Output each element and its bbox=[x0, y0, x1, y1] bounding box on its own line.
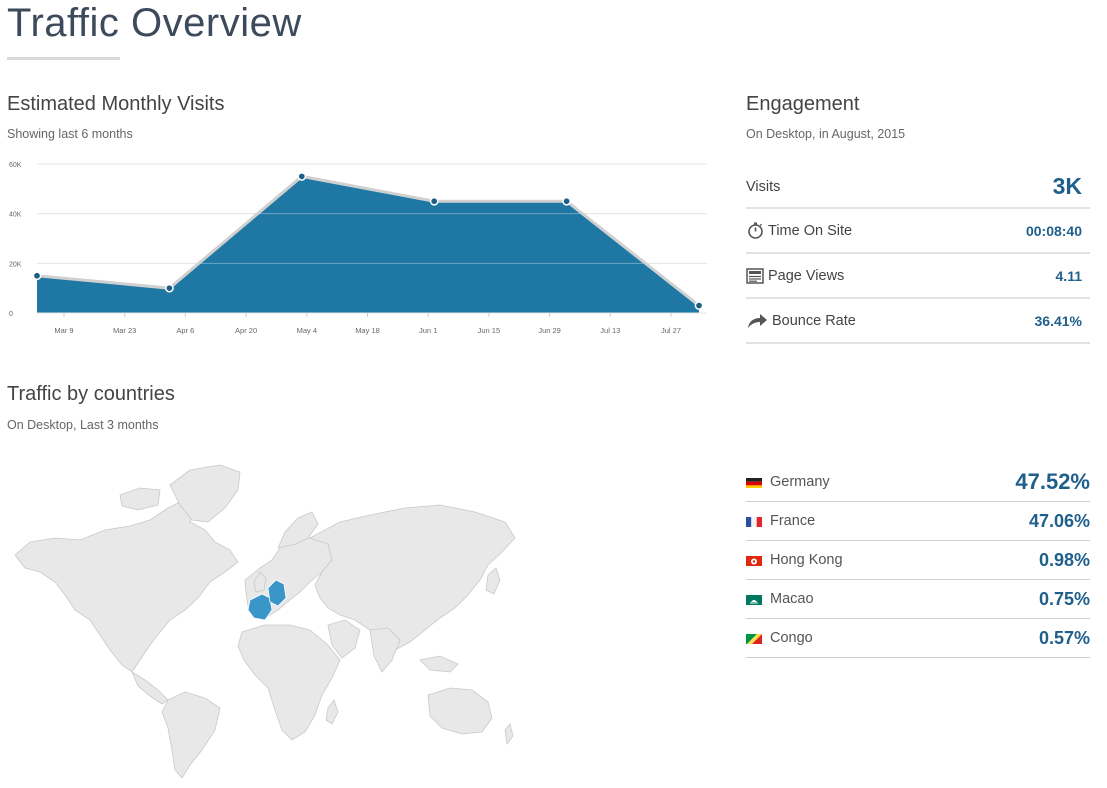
bounce-rate-value: 36.41% bbox=[1034, 312, 1082, 329]
north-america-landmass bbox=[14, 501, 239, 673]
visits-label: Visits bbox=[746, 178, 781, 195]
data-point bbox=[429, 196, 439, 206]
visits-line bbox=[36, 174, 700, 307]
visits-section-title: Estimated Monthly Visits bbox=[7, 93, 225, 115]
germany-flag bbox=[746, 477, 762, 488]
central-america-landmass bbox=[131, 670, 169, 705]
australia-landmass bbox=[427, 687, 493, 735]
engagement-row-visits: Visits 3K bbox=[746, 166, 1090, 209]
country-row-hong-kong: Hong Kong 0.98% bbox=[746, 541, 1090, 580]
monthly-visits-chart: 0 20K 40K 60K Mar 9 Mar 23 Apr 6 Apr 20 May 4 May… bbox=[9, 162, 707, 335]
y-tick-label: 60K bbox=[9, 162, 22, 169]
country-name-germany: Germany bbox=[770, 474, 830, 490]
x-tick-label: Jul 27 bbox=[661, 326, 681, 335]
visits-value: 3K bbox=[1052, 173, 1082, 199]
bounce-rate-label: Bounce Rate bbox=[772, 312, 856, 329]
arabia-landmass bbox=[327, 619, 361, 659]
france-highlight bbox=[247, 593, 273, 621]
x-tick-label: Apr 20 bbox=[235, 326, 257, 335]
x-tick-label: May 18 bbox=[355, 326, 380, 335]
country-value-france: 47.06% bbox=[1028, 510, 1090, 531]
country-row-france: France 47.06% bbox=[746, 502, 1090, 541]
country-name-france: France bbox=[770, 513, 816, 529]
page-views-label: Page Views bbox=[768, 267, 845, 284]
time-on-site-value: 00:08:40 bbox=[1025, 222, 1082, 239]
country-value-germany: 47.52% bbox=[1015, 469, 1090, 494]
visits-section-subtitle: Showing last 6 months bbox=[7, 127, 133, 141]
engagement-row-time-on-site: Time On Site 00:08:40 bbox=[746, 209, 1090, 254]
title-underline bbox=[7, 57, 120, 60]
madagascar-landmass bbox=[325, 699, 339, 725]
data-point bbox=[562, 196, 571, 206]
asia-landmass bbox=[308, 504, 516, 651]
macao-flag bbox=[746, 594, 762, 605]
france-flag bbox=[746, 516, 762, 527]
data-point bbox=[694, 301, 704, 310]
y-tick-label: 40K bbox=[9, 212, 22, 219]
germany-highlight bbox=[267, 579, 287, 607]
engagement-section-title: Engagement bbox=[746, 93, 860, 115]
countries-section-subtitle: On Desktop, Last 3 months bbox=[7, 418, 159, 432]
data-point bbox=[297, 172, 307, 181]
country-name-congo: Congo bbox=[770, 630, 813, 646]
page-title: Traffic Overview bbox=[7, 1, 302, 45]
new-zealand-landmass bbox=[504, 723, 514, 746]
japan-landmass bbox=[485, 567, 501, 595]
india-landmass bbox=[369, 627, 401, 673]
x-tick-label: Jun 15 bbox=[478, 326, 501, 335]
y-tick-label: 20K bbox=[9, 261, 22, 268]
x-tick-label: Jul 13 bbox=[600, 326, 620, 335]
engagement-row-page-views: Page Views 4.11 bbox=[746, 254, 1090, 299]
congo-flag bbox=[746, 633, 762, 644]
greenland-landmass bbox=[169, 464, 241, 523]
country-row-germany: Germany 47.52% bbox=[746, 463, 1090, 502]
scandinavia-landmass bbox=[277, 511, 319, 549]
y-tick-label: 0 bbox=[9, 311, 13, 318]
page-views-value: 4.11 bbox=[1055, 267, 1082, 284]
country-name-hong-kong: Hong Kong bbox=[770, 552, 843, 568]
time-on-site-label: Time On Site bbox=[768, 222, 853, 239]
country-value-congo: 0.57% bbox=[1038, 627, 1090, 648]
data-point bbox=[32, 271, 42, 281]
africa-landmass bbox=[237, 624, 341, 741]
country-list: Germany 47.52% France 47.06% Hong Kong 0… bbox=[746, 463, 1090, 658]
uk-landmass bbox=[253, 571, 267, 593]
stopwatch-icon bbox=[746, 222, 764, 240]
engagement-row-bounce-rate: Bounce Rate 36.41% bbox=[746, 299, 1090, 344]
south-america-landmass bbox=[161, 691, 221, 778]
southeast-asia-islands-landmass bbox=[419, 655, 459, 673]
engagement-section-subtitle: On Desktop, in August, 2015 bbox=[746, 127, 906, 141]
x-tick-label: May 4 bbox=[297, 326, 317, 335]
country-value-hong-kong: 0.98% bbox=[1038, 549, 1090, 570]
x-tick-label: Jun 29 bbox=[538, 326, 561, 335]
countries-section-title: Traffic by countries bbox=[7, 383, 175, 405]
country-row-macao: Macao 0.75% bbox=[746, 580, 1090, 619]
x-tick-label: Jun 1 bbox=[419, 326, 437, 335]
world-map bbox=[14, 464, 516, 778]
country-name-macao: Macao bbox=[770, 591, 814, 607]
data-point bbox=[165, 283, 174, 293]
engagement-table: Visits 3K Time On Site 00:08:40 bbox=[746, 166, 1090, 344]
hong-kong-flag bbox=[746, 555, 762, 566]
x-tick-label: Mar 23 bbox=[113, 326, 136, 335]
page-icon bbox=[746, 267, 764, 285]
country-row-congo: Congo 0.57% bbox=[746, 619, 1090, 658]
visits-area bbox=[37, 176, 699, 313]
x-tick-label: Mar 9 bbox=[54, 326, 73, 335]
country-value-macao: 0.75% bbox=[1038, 588, 1090, 609]
x-tick-label: Apr 6 bbox=[176, 326, 194, 335]
bounce-arrow-icon bbox=[746, 312, 768, 330]
arctic-islands-landmass bbox=[119, 487, 161, 511]
